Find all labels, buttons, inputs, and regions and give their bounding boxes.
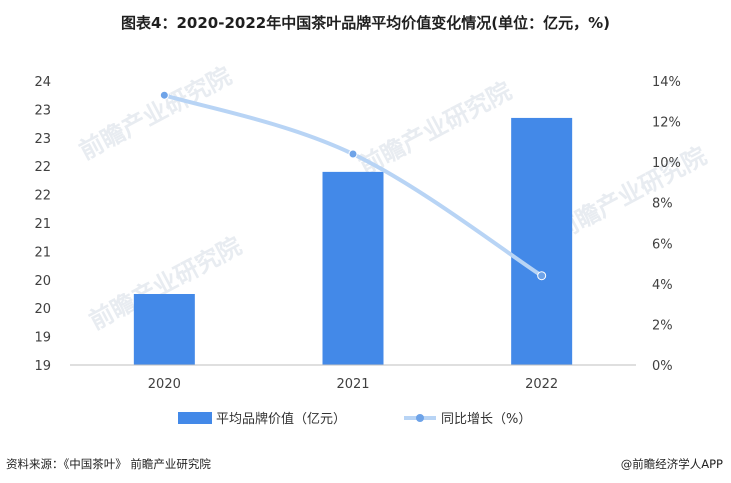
legend-bar-swatch [178,412,212,424]
left-tick-label: 19 [34,359,51,374]
right-tick-label: 4% [652,278,673,293]
left-axis: 19 19 20 20 21 21 22 22 23 23 24 [34,75,51,374]
watermark-text: 前瞻产业研究院 [355,77,516,181]
legend: 平均品牌价值（亿元） 同比增长（%） [178,411,531,427]
source-note: 资料来源：《中国茶叶》 前瞻产业研究院 [6,457,211,471]
growth-point-2020 [159,90,169,100]
left-tick-label: 24 [34,75,51,90]
legend-line-marker [416,414,424,422]
left-tick-label: 20 [34,302,51,317]
right-tick-label: 2% [652,318,673,333]
right-tick-label: 0% [652,359,673,374]
growth-point-2021 [348,149,358,159]
growth-point-2022 [537,271,547,281]
right-tick-label: 10% [652,156,681,171]
right-tick-label: 8% [652,197,673,212]
footer: 资料来源：《中国茶叶》 前瞻产业研究院 @前瞻经济学人APP [0,456,731,478]
left-tick-label: 23 [34,132,51,147]
left-tick-label: 22 [34,160,51,175]
bar-2020 [133,294,195,365]
brand-credit: @前瞻经济学人APP [620,457,723,471]
legend-line-label: 同比增长（%） [441,412,531,427]
left-tick-label: 20 [34,274,51,289]
right-axis: 0% 2% 4% 6% 8% 10% 12% 14% [652,75,681,374]
watermark-text: 前瞻产业研究院 [75,62,236,166]
x-axis: 2020 2021 2022 [148,377,558,392]
left-tick-label: 21 [34,245,51,260]
right-tick-label: 12% [652,116,681,131]
x-tick-label: 2022 [525,377,558,392]
x-tick-label: 2021 [336,377,369,392]
x-tick-label: 2020 [148,377,181,392]
right-tick-label: 6% [652,237,673,252]
bar-2021 [322,171,384,365]
bar-2022 [511,117,573,365]
legend-bar-label: 平均品牌价值（亿元） [216,411,346,427]
right-tick-label: 14% [652,75,681,90]
left-tick-label: 22 [34,189,51,204]
left-tick-label: 19 [34,331,51,346]
left-tick-label: 21 [34,217,51,232]
chart-title: 图表4：2020-2022年中国茶叶品牌平均价值变化情况(单位：亿元，%) [121,14,610,32]
line-series [159,90,547,281]
left-tick-label: 23 [34,103,51,118]
watermark-text: 前瞻产业研究院 [550,142,711,246]
bar-series [133,117,573,365]
